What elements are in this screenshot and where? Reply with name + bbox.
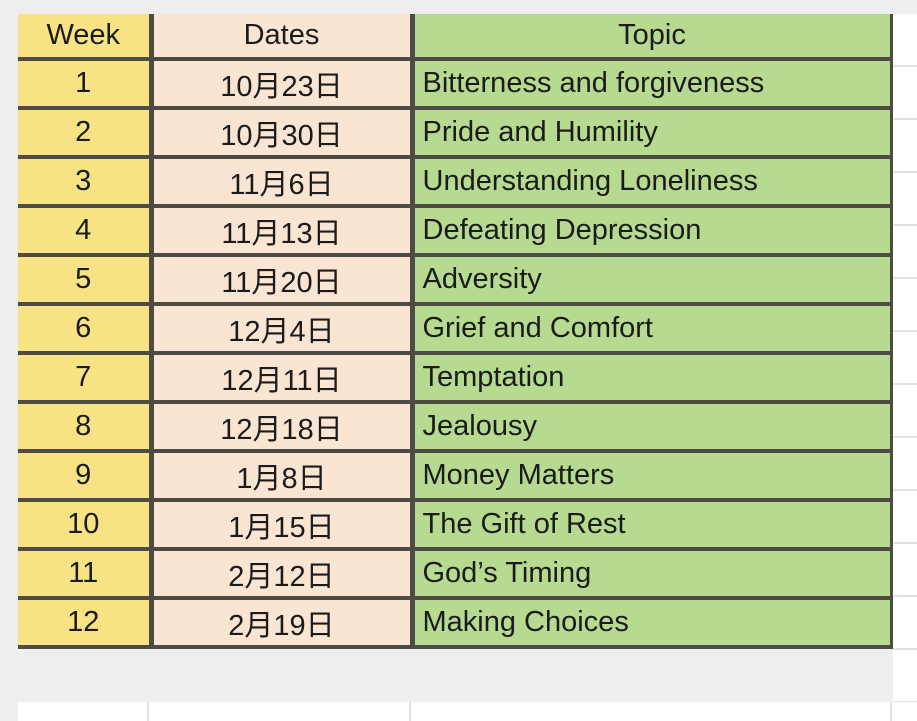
week-cell[interactable]: 5 xyxy=(18,253,154,306)
topic-cell[interactable]: Temptation xyxy=(409,351,895,404)
table-row: 1 10月23日 Bitterness and forgiveness xyxy=(18,57,895,110)
header-cell-week[interactable]: Week xyxy=(18,14,154,61)
week-cell[interactable]: 1 xyxy=(18,57,154,110)
week-cell[interactable]: 4 xyxy=(18,204,154,257)
topic-cell[interactable]: Adversity xyxy=(409,253,895,306)
column-gridline xyxy=(890,702,892,721)
date-cell[interactable]: 1月15日 xyxy=(148,498,415,551)
table-row: 5 11月20日 Adversity xyxy=(18,253,895,306)
week-cell[interactable]: 11 xyxy=(18,547,154,600)
topic-cell[interactable]: God’s Timing xyxy=(409,547,895,600)
week-cell[interactable]: 12 xyxy=(18,596,154,649)
week-cell[interactable]: 2 xyxy=(18,106,154,159)
date-cell[interactable]: 12月11日 xyxy=(148,351,415,404)
table-row: 4 11月13日 Defeating Depression xyxy=(18,204,895,257)
topic-cell[interactable]: Grief and Comfort xyxy=(409,302,895,355)
table-row: 8 12月18日 Jealousy xyxy=(18,400,895,453)
date-cell[interactable]: 12月18日 xyxy=(148,400,415,453)
sheet-column-gridlines xyxy=(18,702,917,721)
week-cell[interactable]: 3 xyxy=(18,155,154,208)
header-cell-topic[interactable]: Topic xyxy=(409,14,895,61)
date-cell[interactable]: 2月19日 xyxy=(148,596,415,649)
topic-cell[interactable]: Pride and Humility xyxy=(409,106,895,159)
topic-cell[interactable]: Jealousy xyxy=(409,400,895,453)
date-cell[interactable]: 2月12日 xyxy=(148,547,415,600)
table-row: 6 12月4日 Grief and Comfort xyxy=(18,302,895,355)
week-cell[interactable]: 7 xyxy=(18,351,154,404)
column-gridline xyxy=(147,702,149,721)
table-row: 7 12月11日 Temptation xyxy=(18,351,895,404)
topic-cell[interactable]: Defeating Depression xyxy=(409,204,895,257)
table-row: 12 2月19日 Making Choices xyxy=(18,596,895,649)
date-cell[interactable]: 11月13日 xyxy=(148,204,415,257)
topic-cell[interactable]: Understanding Loneliness xyxy=(409,155,895,208)
topic-cell[interactable]: The Gift of Rest xyxy=(409,498,895,551)
topic-cell[interactable]: Money Matters xyxy=(409,449,895,502)
sheet-row-gridlines xyxy=(893,14,917,702)
table-row: 10 1月15日 The Gift of Rest xyxy=(18,498,895,551)
week-cell[interactable]: 9 xyxy=(18,449,154,502)
date-cell[interactable]: 10月30日 xyxy=(148,106,415,159)
table-row: 2 10月30日 Pride and Humility xyxy=(18,106,895,159)
table-row: 3 11月6日 Understanding Loneliness xyxy=(18,155,895,208)
schedule-table: Week Dates Topic 1 10月23日 Bitterness and… xyxy=(18,14,895,649)
table-row: 11 2月12日 God’s Timing xyxy=(18,547,895,600)
header-cell-dates[interactable]: Dates xyxy=(148,14,415,61)
date-cell[interactable]: 1月8日 xyxy=(148,449,415,502)
date-cell[interactable]: 12月4日 xyxy=(148,302,415,355)
topic-cell[interactable]: Making Choices xyxy=(409,596,895,649)
table-row: 9 1月8日 Money Matters xyxy=(18,449,895,502)
column-gridline xyxy=(409,702,411,721)
week-cell[interactable]: 10 xyxy=(18,498,154,551)
topic-cell[interactable]: Bitterness and forgiveness xyxy=(409,57,895,110)
header-row: Week Dates Topic xyxy=(18,14,895,61)
date-cell[interactable]: 11月20日 xyxy=(148,253,415,306)
date-cell[interactable]: 10月23日 xyxy=(148,57,415,110)
week-cell[interactable]: 8 xyxy=(18,400,154,453)
week-cell[interactable]: 6 xyxy=(18,302,154,355)
date-cell[interactable]: 11月6日 xyxy=(148,155,415,208)
